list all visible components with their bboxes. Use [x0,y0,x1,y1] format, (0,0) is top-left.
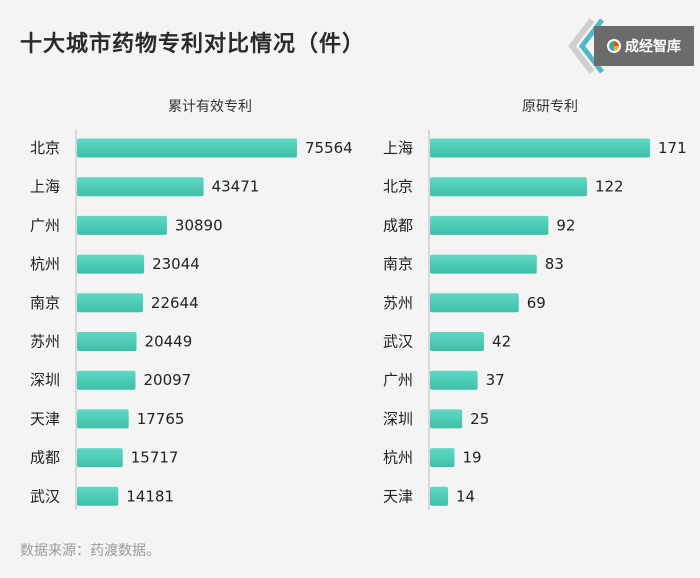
right-value-label: 122 [595,178,624,196]
left-bar [77,486,119,506]
right-bar [430,370,478,390]
right-bar [430,254,537,274]
right-bar [430,448,455,468]
right-value-label: 37 [486,371,505,389]
right-value-label: 19 [462,449,481,467]
right-category-label: 武汉 [383,333,413,351]
data-source: 数据来源：药渡数据。 [20,543,160,559]
left-category-label: 杭州 [30,255,60,273]
left-bar [77,254,145,274]
right-value-label: 69 [527,294,546,312]
right-category-label: 南京 [383,255,413,273]
right-category-label: 杭州 [383,449,413,467]
left-value-label: 20097 [144,371,192,389]
left-panel-title: 累计有效专利 [168,99,252,115]
left-category-label: 深圳 [30,371,60,389]
right-bar [430,215,549,235]
left-value-label: 20449 [145,333,193,351]
right-panel-title: 原研专利 [522,99,578,115]
left-value-label: 17765 [137,410,185,428]
right-value-label: 92 [556,216,575,234]
right-category-label: 天津 [383,487,413,505]
right-value-label: 171 [658,139,687,157]
left-value-label: 23044 [152,255,200,273]
right-value-label: 25 [470,410,489,428]
right-category-label: 广州 [383,371,413,389]
left-category-label: 苏州 [30,333,60,351]
left-value-label: 14181 [126,487,174,505]
right-category-label: 北京 [383,178,413,196]
right-bar [430,293,519,313]
brand-box: 成经智库 [594,26,694,66]
right-category-label: 苏州 [383,294,413,312]
right-bar [430,332,485,351]
left-bar [77,370,136,390]
chart-title: 十大城市药物专利对比情况（件） [20,32,366,57]
left-value-label: 22644 [151,294,199,312]
left-category-label: 武汉 [30,487,60,505]
left-category-label: 上海 [30,178,60,196]
right-category-label: 深圳 [383,410,413,428]
left-bar [77,409,129,429]
right-bar [430,486,449,506]
left-bar [77,138,297,158]
right-category-label: 上海 [383,139,413,157]
left-value-label: 43471 [212,178,260,196]
right-bar [430,138,650,158]
left-bar [77,177,204,197]
brand-name: 成经智库 [625,39,681,55]
right-bar [430,177,587,197]
right-bar [430,409,463,429]
brand-badge: 成经智库 [566,18,694,74]
left-bar [77,215,167,235]
brand-logo-icon [607,39,621,53]
left-value-label: 75564 [305,139,353,157]
left-category-label: 广州 [30,216,60,234]
left-category-label: 成都 [30,449,60,467]
left-bar [77,332,137,351]
left-value-label: 15717 [131,449,179,467]
left-category-label: 天津 [30,410,60,428]
left-category-label: 南京 [30,294,60,312]
left-value-label: 30890 [175,216,223,234]
left-bar [77,448,123,468]
right-value-label: 14 [456,487,475,505]
left-category-label: 北京 [30,139,60,157]
right-value-label: 42 [492,333,511,351]
right-category-label: 成都 [383,216,413,234]
left-bar [77,293,143,313]
right-value-label: 83 [545,255,564,273]
